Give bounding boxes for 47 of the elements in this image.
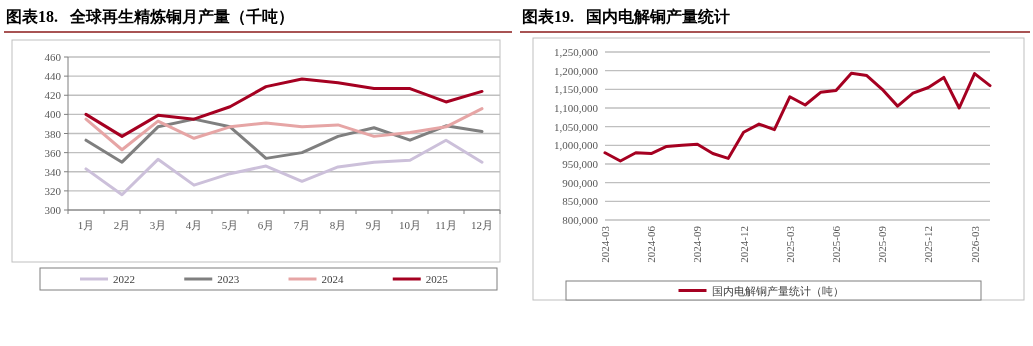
x-tick-label: 7月 <box>293 219 311 231</box>
x-tick-label: 4月 <box>185 219 203 231</box>
x-tick-label: 5月 <box>221 219 239 231</box>
y-tick-label: 850,000 <box>562 195 599 208</box>
legend-label: 2023 <box>217 273 240 285</box>
y-tick-label: 1,250,000 <box>554 46 599 58</box>
y-tick-label: 1,000,000 <box>554 139 599 152</box>
x-tick-label: 10月 <box>399 219 421 231</box>
y-tick-label: 1,100,000 <box>554 102 599 114</box>
y-tick-label: 360 <box>44 146 62 159</box>
x-tick-label: 11月 <box>435 219 457 231</box>
legend-label: 2025 <box>425 273 449 285</box>
x-tick-label: 12月 <box>471 219 493 231</box>
y-tick-label: 460 <box>44 51 62 63</box>
y-tick-label: 380 <box>44 127 62 140</box>
y-tick-label: 440 <box>44 70 62 83</box>
y-tick-label: 1,050,000 <box>554 120 599 133</box>
x-tick-label: 9月 <box>365 219 383 231</box>
x-tick-label: 2025-03 <box>783 225 796 263</box>
x-tick-label: 2024-12 <box>737 226 750 263</box>
y-tick-label: 320 <box>44 184 62 197</box>
x-tick-label: 2024-09 <box>691 225 704 263</box>
x-tick-label: 2月 <box>113 219 131 231</box>
chart-title: 图表18. 全球再生精炼铜月产量（千吨） <box>6 8 294 26</box>
x-tick-label: 2025-09 <box>876 225 889 263</box>
y-tick-label: 1,150,000 <box>554 83 599 96</box>
x-tick-label: 2024-03 <box>599 225 611 263</box>
y-tick-label: 900,000 <box>562 176 599 189</box>
legend-label: 2024 <box>321 273 344 285</box>
y-tick-label: 1,200,000 <box>554 64 599 77</box>
legend-label: 2022 <box>113 273 135 285</box>
y-tick-label: 400 <box>44 108 62 121</box>
x-tick-label: 1月 <box>77 219 95 231</box>
legend-label: 国内电解铜产量统计（吨） <box>711 284 844 297</box>
x-tick-label: 3月 <box>149 219 167 231</box>
y-tick-label: 300 <box>44 204 62 216</box>
x-tick-label: 2025-12 <box>922 226 935 263</box>
y-tick-label: 800,000 <box>562 214 599 226</box>
y-tick-label: 340 <box>44 165 62 178</box>
y-tick-label: 950,000 <box>562 158 599 170</box>
y-tick-label: 420 <box>44 89 62 102</box>
x-tick-label: 6月 <box>257 219 275 231</box>
x-tick-label: 8月 <box>329 219 347 231</box>
x-tick-label: 2024-06 <box>645 225 658 263</box>
x-tick-label: 2025-06 <box>830 225 842 263</box>
x-tick-label: 2026-03 <box>968 225 981 263</box>
chart-title: 图表19. 国内电解铜产量统计 <box>522 8 730 25</box>
